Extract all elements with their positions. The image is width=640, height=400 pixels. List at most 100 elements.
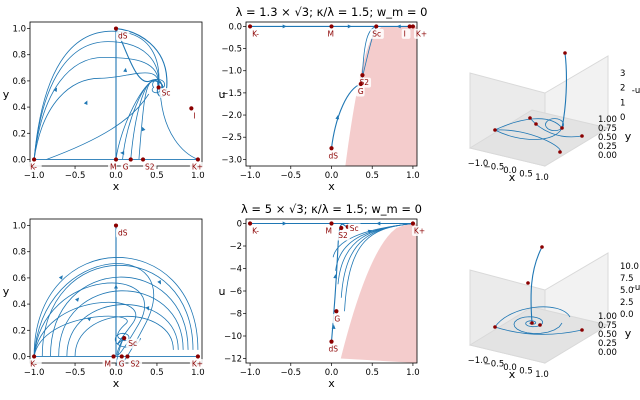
fixed-point-label: K-: [252, 29, 259, 38]
y-tick-label: 0.50: [598, 133, 617, 143]
y-tick-label: 1.0: [12, 25, 26, 35]
fixed-point-M: [329, 24, 334, 29]
fixed-point-M: [329, 221, 334, 226]
fixed-point-K+: [195, 157, 201, 162]
fixed-point-label-box: [116, 228, 130, 239]
forbidden-region: [345, 26, 417, 166]
y-axis-label: y: [625, 130, 632, 143]
fixed-point-K-: [31, 157, 37, 162]
x-tick-label: 1.0: [191, 368, 205, 378]
panel-row1-right-3d: −1.0−0.50.0 0.5 1.0 x 0.000.250.500.751.00 y0…: [468, 51, 640, 184]
panel-row2-middle: −1.0 −0.5 0.0 0.5 1.0 0 −2 −4 −6 −8 −10 −12 x u λ = 5 …: [219, 202, 426, 390]
trajectory: [58, 290, 184, 357]
fixed-point-3d: [493, 128, 497, 132]
fixed-point-label-box: [332, 313, 342, 324]
x-tick-label: −1.0: [24, 368, 45, 378]
x-tick-label: −0.5: [65, 171, 86, 181]
fixed-point-dS: [113, 26, 119, 31]
y-tick-label: −2: [229, 242, 242, 252]
fixed-point-M: [111, 354, 116, 359]
fixed-point-S2: [360, 73, 365, 78]
trajectory: [530, 246, 543, 324]
z-tick-label: 10.0: [620, 262, 639, 272]
y-axis-label: y: [3, 88, 10, 101]
y-axis-label: u: [219, 88, 226, 101]
fixed-point-label-box: [326, 150, 341, 161]
y-tick-label: 0.4: [12, 300, 26, 310]
flow-arrow: [396, 24, 401, 29]
trajectory: [513, 316, 563, 334]
x-axis-label: x: [113, 377, 120, 390]
trajectory: [330, 83, 362, 149]
y-tick-label: −1.0: [221, 67, 242, 77]
y-tick-label: −0.5: [221, 45, 242, 55]
flow-arrow: [282, 24, 287, 29]
fixed-point-label-box: [250, 28, 264, 39]
fixed-point-S2: [339, 225, 344, 231]
flow-arrow: [120, 150, 125, 155]
fixed-point-G: [358, 81, 363, 87]
fixed-point-label: K+: [414, 227, 425, 236]
trajectory: [115, 28, 163, 90]
trajectory: [344, 223, 413, 312]
trajectory: [33, 315, 128, 357]
x-axis-label: x: [509, 368, 516, 381]
x-tick-label: −1.0: [240, 171, 261, 181]
fixed-point-label: I: [404, 29, 406, 38]
fixed-point-label-box: [401, 28, 411, 39]
panel-row1-middle: −1.0 −0.5 0.0 0.5 1.0 0.0 −0.5 −1.0 −1.5 −2.0 −2.5…: [219, 5, 428, 193]
fixed-point-label: Sc: [372, 29, 381, 38]
y-tick-label: −6: [229, 287, 242, 297]
panel-row2-right-3d: −1.0−0.50.0 0.5 1.0x0.000.250.500.751.00y0…: [468, 245, 640, 381]
z-tick-label: 5.0: [620, 286, 634, 296]
trajectory: [494, 306, 571, 328]
fixed-point-S2: [125, 354, 130, 359]
fixed-point-label: K+: [192, 162, 203, 171]
fixed-point-label-box: [250, 226, 264, 236]
z-axis-label: -u: [632, 283, 640, 293]
fixed-point-label: I: [193, 111, 195, 120]
fixed-point-label-box: [28, 161, 42, 172]
fixed-point-S2: [140, 157, 146, 162]
y-tick-label: 1.0: [12, 222, 26, 232]
fixed-point-label-box: [411, 226, 426, 236]
fixed-point-label-box: [347, 223, 362, 234]
x-axis-label: x: [328, 377, 335, 390]
x-tick-label: 1.0: [406, 368, 420, 378]
x-tick-label: −0.5: [280, 368, 301, 378]
x-tick-label: 0.0: [325, 368, 339, 378]
flow-arrow: [376, 221, 381, 226]
z-tick-label: 2.5: [620, 298, 634, 308]
y-tick-label: 0: [237, 220, 242, 230]
x-tick-label: 0.0: [325, 171, 339, 181]
trajectory: [33, 56, 159, 160]
fixed-point-dS: [329, 146, 334, 151]
fixed-point-label: M: [326, 227, 332, 236]
trajectory: [41, 264, 194, 357]
fixed-point-K-: [247, 221, 253, 226]
y-axis-label: y: [625, 327, 632, 340]
fixed-point-Sc: [122, 336, 127, 341]
fixed-point-label-box: [325, 28, 335, 39]
fixed-point-K+: [410, 221, 416, 226]
fixed-point-label: G: [119, 359, 125, 368]
fixed-point-label: S2: [130, 359, 140, 368]
trajectory: [115, 27, 168, 98]
fixed-point-K-: [31, 354, 37, 359]
fixed-point-3d: [580, 328, 584, 332]
z-tick-label: 7.5: [620, 274, 634, 284]
flow-arrow: [347, 24, 352, 29]
x-tick-label: −0.5: [280, 171, 301, 181]
fixed-point-3d: [580, 134, 584, 138]
y-tick-label: −12: [224, 355, 242, 365]
fixed-point-label-box: [116, 31, 130, 42]
z-tick-label: 3: [620, 69, 625, 79]
x-tick-label: −0.5: [484, 163, 505, 173]
fixed-point-label: M: [110, 162, 116, 171]
fixed-point-label: S2: [145, 162, 155, 171]
trajectory: [33, 41, 160, 160]
x-tick-label: −1.0: [240, 368, 261, 378]
flow-arrow: [114, 284, 118, 289]
trajectory: [494, 127, 563, 140]
fixed-point-label: S2: [338, 231, 348, 240]
